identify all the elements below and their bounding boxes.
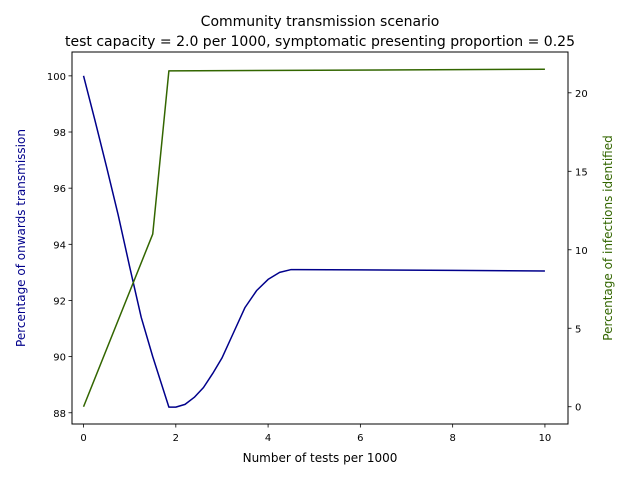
y-axis-label-left: Percentage of onwards transmission: [14, 129, 28, 347]
y-axis-label-right: Percentage of infections identified: [601, 135, 615, 340]
y-right-tick-label: 5: [575, 324, 581, 335]
y-left-tick-label: 88: [53, 409, 66, 420]
y-left-tick-label: 94: [53, 240, 66, 251]
transmission-series-line: [82, 75, 545, 408]
axis-ticks: 0 2 4 6 8 10 88 90 92 94 96 98 100 0 5 10 15 20: [47, 72, 588, 444]
y-right-tick-label: 0: [575, 403, 581, 414]
y-right-tick-label: 10: [575, 246, 588, 257]
x-tick-label: 6: [357, 433, 363, 444]
x-tick-label: 0: [80, 433, 86, 444]
y-right-tick-label: 15: [575, 167, 588, 178]
y-right-tick-label: 20: [575, 89, 588, 100]
y-left-tick-label: 100: [47, 72, 66, 83]
y-left-tick-label: 98: [53, 128, 66, 139]
y-left-tick-label: 92: [53, 296, 66, 307]
x-tick-label: 10: [539, 433, 552, 444]
identified-series-line: [82, 68, 545, 408]
x-tick-label: 8: [449, 433, 455, 444]
x-tick-label: 4: [265, 433, 271, 444]
plot-marks: [82, 68, 545, 408]
y-left-tick-label: 90: [53, 353, 66, 364]
x-tick-label: 2: [173, 433, 179, 444]
x-axis-label: Number of tests per 1000: [243, 451, 398, 465]
chart-subtitle: test capacity = 2.0 per 1000, symptomati…: [65, 34, 575, 50]
y-left-tick-label: 96: [53, 184, 66, 195]
chart-title: Community transmission scenario: [201, 14, 440, 30]
plot-frame: [71, 51, 569, 425]
